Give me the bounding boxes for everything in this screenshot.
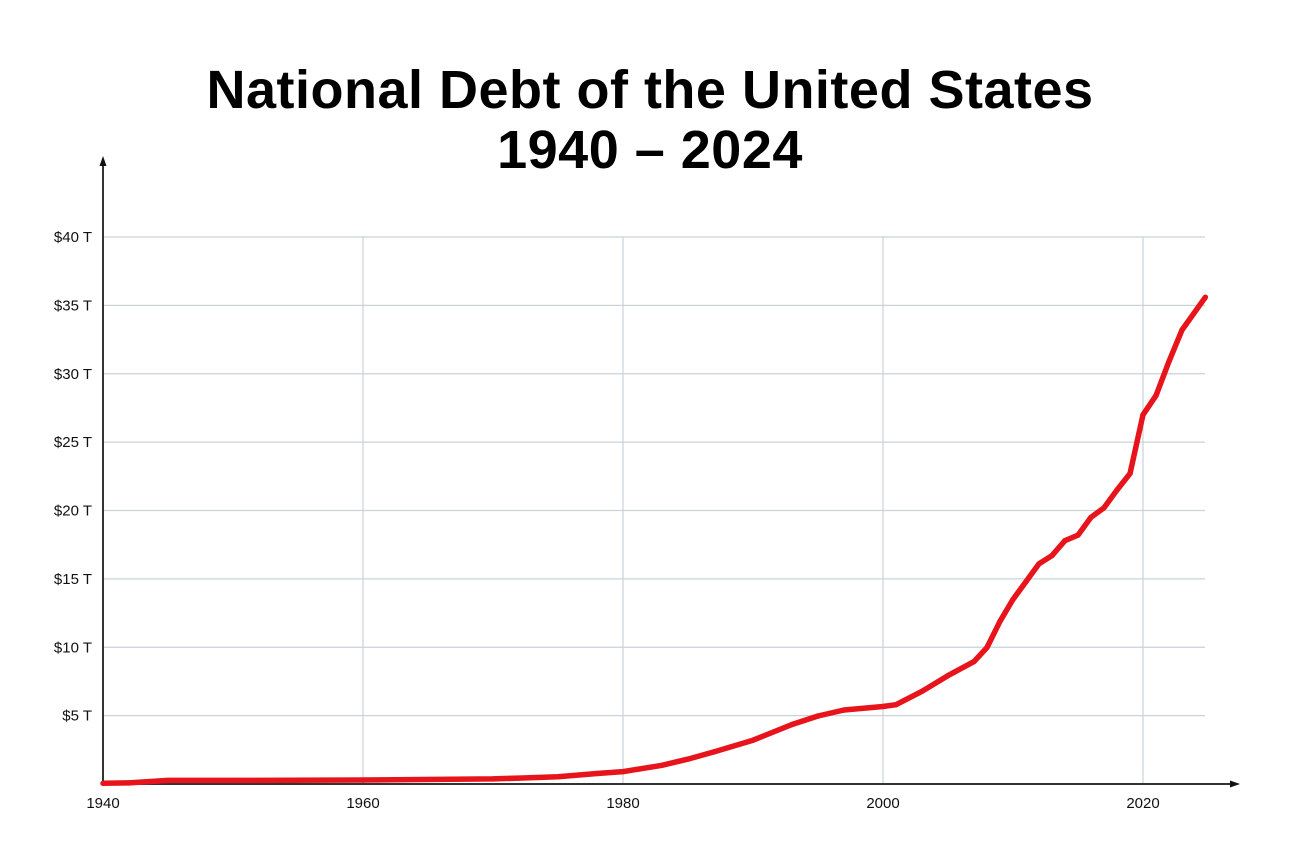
data-point bbox=[997, 618, 1003, 624]
data-point bbox=[919, 688, 925, 694]
data-point bbox=[659, 762, 665, 768]
data-point bbox=[1153, 392, 1159, 399]
data-point bbox=[893, 701, 899, 708]
data-point bbox=[1062, 537, 1068, 544]
data-point bbox=[1101, 505, 1107, 511]
debt-line bbox=[102, 295, 1208, 787]
y-tick-label: $5 T bbox=[62, 708, 92, 725]
series-group bbox=[100, 294, 1209, 787]
data-point bbox=[165, 777, 171, 784]
data-point bbox=[1140, 412, 1146, 418]
data-point bbox=[555, 774, 561, 780]
data-point bbox=[841, 707, 847, 713]
data-point bbox=[490, 776, 496, 782]
data-point bbox=[594, 770, 600, 777]
data-point bbox=[1166, 358, 1172, 365]
x-tick-label: 1960 bbox=[346, 795, 379, 812]
data-point bbox=[789, 721, 795, 728]
data-point bbox=[1010, 596, 1016, 603]
data-point bbox=[1049, 552, 1055, 559]
data-point bbox=[126, 780, 132, 786]
data-point bbox=[711, 749, 717, 755]
data-point bbox=[1075, 532, 1081, 538]
y-tick-label: $15 T bbox=[54, 571, 92, 588]
y-tick-label: $20 T bbox=[54, 503, 92, 520]
x-tick-label: 1980 bbox=[606, 795, 639, 812]
chart-title: National Debt of the United States bbox=[206, 60, 1094, 120]
y-tick-label: $30 T bbox=[54, 366, 92, 383]
data-point bbox=[880, 703, 886, 710]
data-point bbox=[1127, 470, 1133, 477]
axes bbox=[99, 156, 1240, 788]
data-point bbox=[750, 737, 756, 743]
y-tick-label: $10 T bbox=[54, 639, 92, 656]
y-tick-label: $25 T bbox=[54, 434, 92, 451]
y-axis-arrow-icon bbox=[99, 156, 107, 166]
data-point bbox=[100, 780, 106, 787]
data-point bbox=[971, 658, 977, 665]
y-tick-label: $35 T bbox=[54, 297, 92, 314]
x-axis-arrow-icon bbox=[1230, 780, 1240, 788]
data-point bbox=[815, 713, 821, 719]
x-tick-label: 2000 bbox=[866, 795, 899, 812]
gridlines bbox=[103, 236, 1205, 784]
data-point bbox=[984, 644, 990, 651]
y-tick-label: $40 T bbox=[54, 229, 92, 246]
data-point bbox=[1023, 578, 1029, 585]
data-point bbox=[945, 672, 951, 679]
chart-subtitle: 1940 – 2024 bbox=[497, 120, 803, 180]
x-tick-label: 1940 bbox=[86, 795, 119, 812]
data-point bbox=[230, 777, 236, 784]
data-point bbox=[685, 756, 691, 762]
tick-labels: $5 T $10 T $15 T $20 T $25 T $30 T $35 T $40 T 1… bbox=[54, 229, 1160, 812]
data-point bbox=[1036, 561, 1042, 567]
data-point bbox=[620, 768, 626, 775]
data-point bbox=[1202, 294, 1209, 300]
x-tick-label: 2020 bbox=[1126, 795, 1159, 812]
data-point bbox=[1114, 487, 1120, 493]
data-point bbox=[360, 777, 366, 783]
data-point bbox=[1088, 514, 1094, 521]
data-point bbox=[1179, 327, 1185, 333]
data-point bbox=[516, 775, 522, 781]
